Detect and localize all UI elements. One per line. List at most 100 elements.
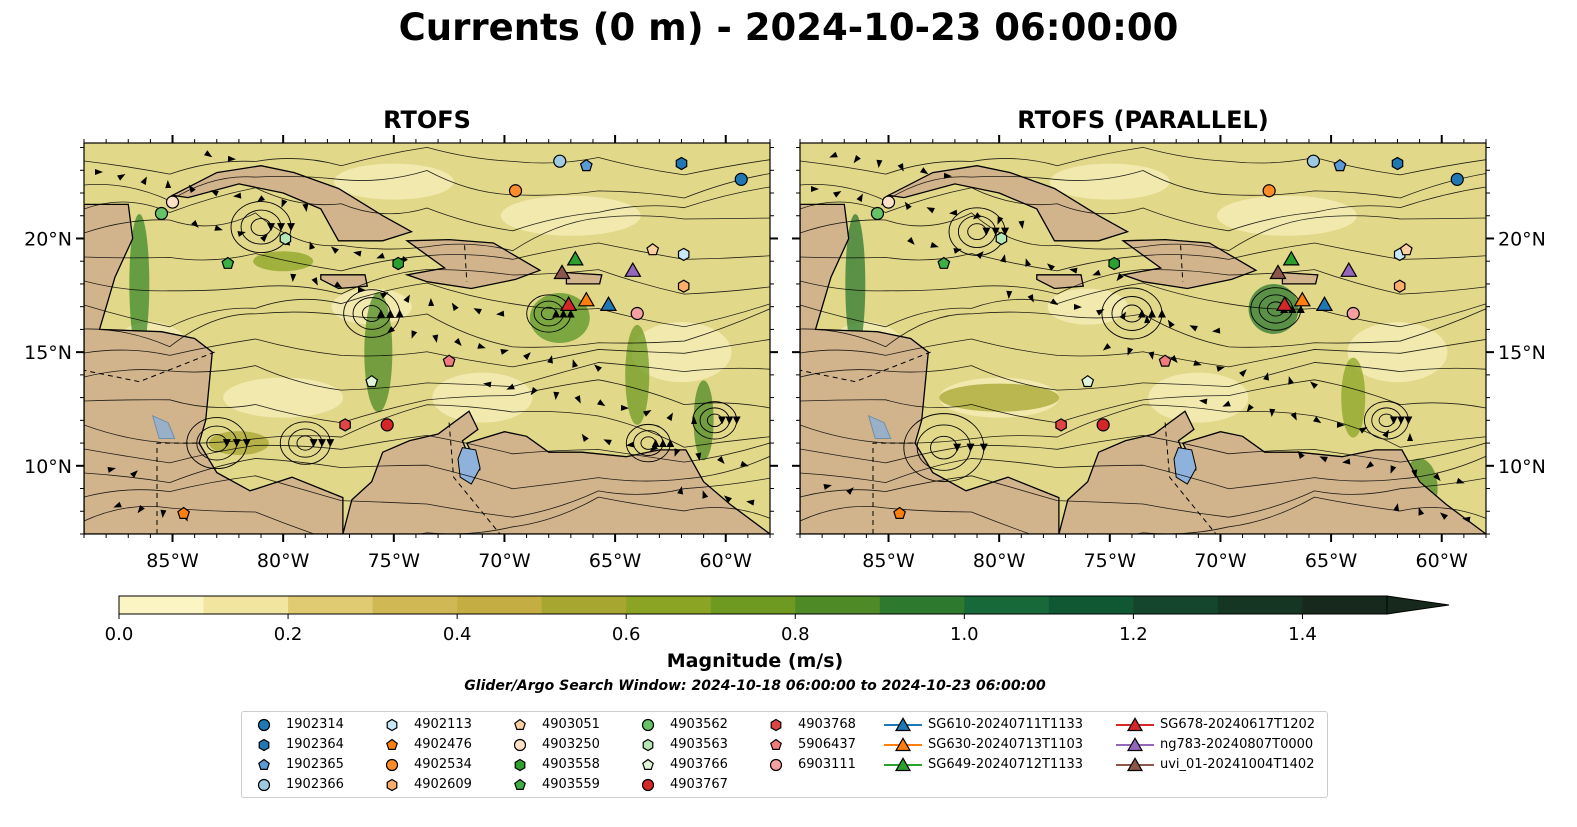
marker-6903111	[630, 306, 644, 321]
streamline	[84, 282, 770, 328]
streamline	[957, 215, 1000, 248]
legend-label: SG630-20240713T1103	[928, 737, 1084, 752]
marker-1902364	[675, 156, 688, 171]
marker-4902476	[893, 506, 907, 519]
legend-marker	[894, 757, 912, 772]
colorbar-label: Magnitude (m/s)	[666, 650, 844, 672]
stream-arrow	[920, 167, 929, 175]
legend-marker	[513, 738, 527, 752]
legend-marker	[770, 738, 782, 750]
stream-arrow	[1069, 267, 1078, 274]
stream-arrow	[428, 298, 435, 307]
land-mass	[1036, 274, 1085, 290]
streamline	[800, 242, 1486, 272]
stream-arrow	[581, 433, 589, 442]
stream-arrow	[1222, 400, 1231, 407]
stream-arrow	[1359, 427, 1368, 434]
legend-label: 4902113	[414, 717, 472, 732]
colorbar-tick-label: 0.2	[274, 624, 303, 645]
stream-arrow	[1336, 421, 1345, 428]
stream-arrow	[1193, 359, 1202, 366]
stream-arrow	[1263, 372, 1269, 381]
pentagon-marker-icon	[514, 718, 526, 730]
colorbar-segment	[203, 596, 289, 614]
legend-label: 4903559	[542, 777, 600, 792]
marker-4903250	[165, 195, 180, 209]
stream-arrow	[1092, 269, 1101, 276]
stream-arrow	[233, 192, 242, 199]
stream-arrow	[140, 176, 147, 185]
land-mass	[170, 165, 414, 242]
stream-arrow	[1046, 263, 1055, 271]
stream-arrow	[1167, 319, 1175, 328]
stream-arrow	[853, 155, 861, 164]
streamline	[250, 218, 276, 237]
stream-arrow	[95, 169, 103, 175]
marker-1902314	[1450, 172, 1464, 186]
legend-label: 5906437	[798, 737, 856, 752]
country-border	[448, 422, 501, 534]
marker-uvi_01-20241004T1402	[553, 264, 571, 280]
colorbar-segment	[795, 596, 881, 614]
stream-arrow	[553, 391, 560, 400]
colorbar-tick-label: 0.0	[105, 624, 134, 645]
streamline	[1121, 304, 1146, 323]
streamline	[800, 435, 1486, 464]
stream-arrow	[281, 199, 288, 208]
streamline	[84, 308, 770, 348]
streamline	[84, 338, 770, 368]
x-tick-label: 80°W	[973, 550, 1026, 572]
stream-arrow	[188, 184, 196, 193]
streamline	[800, 475, 1486, 518]
stream-arrow	[926, 207, 935, 214]
marker-ng783-20240807T0000	[1340, 261, 1358, 277]
country-border	[1180, 245, 1184, 282]
colorbar-segment	[710, 596, 796, 614]
hexagon-marker-icon	[386, 778, 398, 792]
stream-arrow	[1073, 303, 1082, 310]
stream-arrow	[1096, 309, 1105, 316]
streamline	[800, 269, 1486, 295]
marker-SG649-20240712T1133	[1282, 250, 1300, 266]
legend-label: 6903111	[798, 757, 856, 772]
stream-arrow	[829, 151, 838, 158]
panel-title-rtofs-parallel: RTOFS (PARALLEL)	[1017, 106, 1269, 134]
colorbar: 0.0 0.2 0.4 0.6 0.8 1.0 1.2 1.4	[105, 595, 1450, 645]
x-tick-label: 75°W	[368, 550, 421, 572]
streamline	[279, 421, 335, 465]
stream-arrow	[214, 225, 223, 231]
country-border	[800, 351, 931, 383]
stream-arrow	[930, 242, 939, 248]
streamline	[240, 209, 286, 245]
legend-marker	[386, 738, 398, 750]
stream-arrow	[904, 201, 912, 210]
stream-arrow	[451, 302, 459, 311]
stream-arrow	[357, 286, 366, 293]
marker-4903766	[365, 374, 379, 388]
marker-4903766	[1081, 374, 1095, 388]
stream-arrow	[603, 439, 612, 446]
colorbar-extend	[1386, 595, 1450, 615]
pentagon-marker-icon	[386, 738, 398, 750]
stream-arrow	[1000, 254, 1007, 263]
stream-arrow	[1439, 512, 1448, 520]
marker-4903562	[870, 206, 885, 221]
streamline	[800, 282, 1486, 328]
stream-arrow	[547, 355, 553, 364]
streamline	[800, 362, 1486, 391]
stream-arrow	[1239, 369, 1247, 377]
stream-arrow	[620, 404, 629, 411]
streamline	[230, 201, 296, 253]
marker-4903559	[937, 256, 951, 269]
country-border	[84, 351, 215, 383]
circle-marker-icon	[385, 758, 399, 772]
x-tick-label: 65°W	[1305, 550, 1358, 572]
stream-arrow	[454, 338, 462, 346]
colorbar-tick-label: 0.4	[443, 624, 472, 645]
triangle-marker-icon	[1116, 757, 1154, 772]
legend-label: 4903562	[670, 717, 728, 732]
stream-arrow	[483, 381, 492, 388]
streamline	[640, 436, 660, 450]
triangle-marker-icon	[884, 737, 922, 752]
